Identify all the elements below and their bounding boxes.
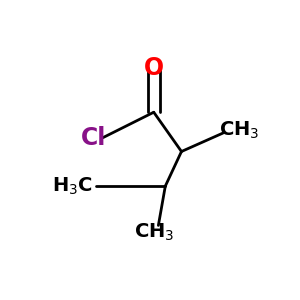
Text: O: O	[144, 56, 164, 80]
Text: H$_3$C: H$_3$C	[52, 176, 93, 197]
Text: CH$_3$: CH$_3$	[134, 222, 174, 243]
Text: Cl: Cl	[81, 126, 106, 150]
Text: CH$_3$: CH$_3$	[219, 120, 260, 141]
